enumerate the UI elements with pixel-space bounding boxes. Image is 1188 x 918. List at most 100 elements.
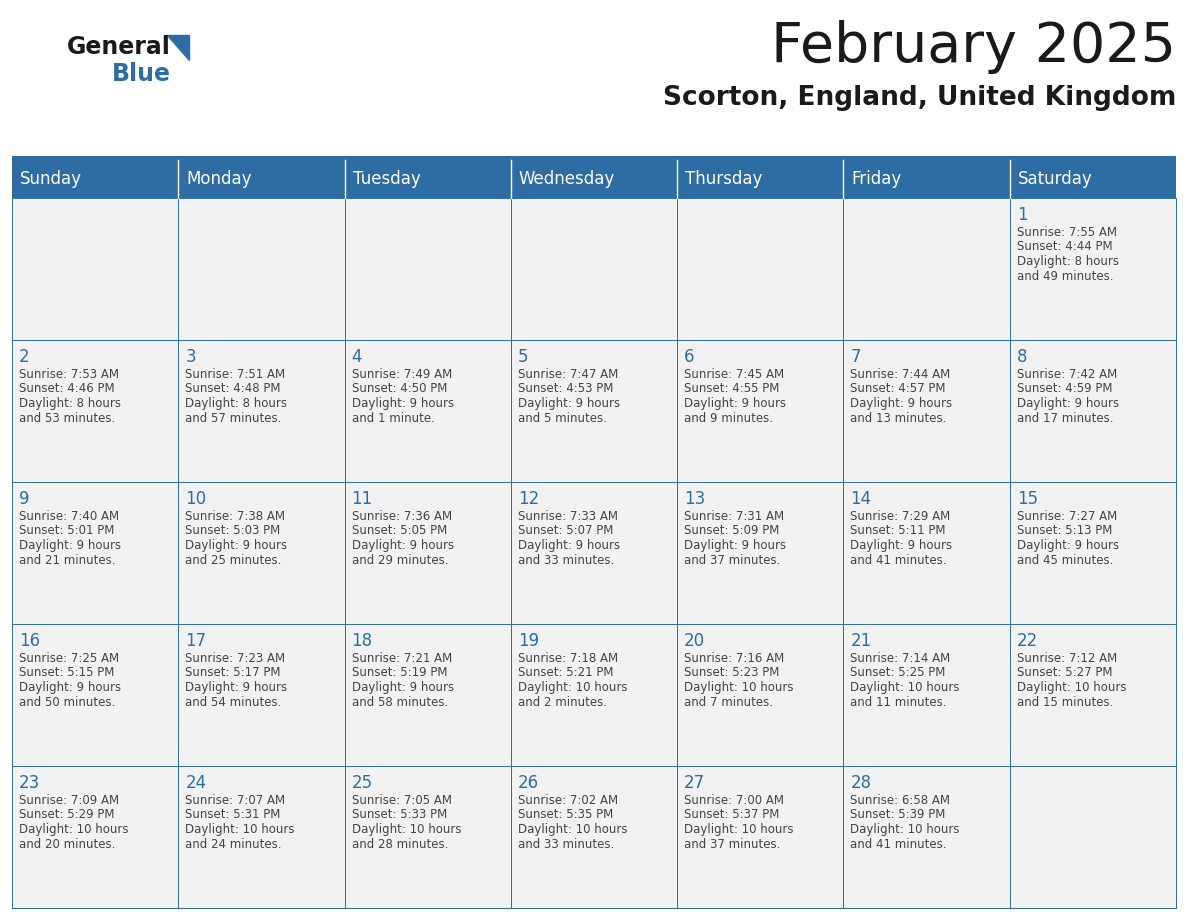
Text: Daylight: 9 hours: Daylight: 9 hours (352, 539, 454, 552)
Bar (677, 624, 843, 766)
Text: and 15 minutes.: and 15 minutes. (1017, 696, 1113, 709)
Text: Sunrise: 7:27 AM: Sunrise: 7:27 AM (1017, 510, 1117, 523)
Text: and 33 minutes.: and 33 minutes. (518, 554, 614, 566)
Text: Sunset: 4:48 PM: Sunset: 4:48 PM (185, 383, 280, 396)
Text: 23: 23 (19, 774, 40, 792)
Text: Daylight: 9 hours: Daylight: 9 hours (1017, 397, 1119, 410)
Bar (511, 624, 677, 766)
Bar (1010, 340, 1176, 482)
Text: Sunset: 5:01 PM: Sunset: 5:01 PM (19, 524, 114, 538)
Bar (843, 482, 1010, 624)
Text: 15: 15 (1017, 490, 1038, 508)
Text: Friday: Friday (852, 170, 902, 188)
Text: and 37 minutes.: and 37 minutes. (684, 837, 781, 850)
Text: General: General (67, 35, 171, 59)
Text: 24: 24 (185, 774, 207, 792)
Bar (345, 198, 511, 340)
Text: Daylight: 9 hours: Daylight: 9 hours (851, 539, 953, 552)
Bar (511, 198, 677, 340)
Text: Sunrise: 6:58 AM: Sunrise: 6:58 AM (851, 794, 950, 807)
Text: Sunrise: 7:16 AM: Sunrise: 7:16 AM (684, 652, 784, 665)
Text: 11: 11 (352, 490, 373, 508)
Text: and 21 minutes.: and 21 minutes. (19, 554, 115, 566)
Text: 9: 9 (19, 490, 30, 508)
Text: Sunrise: 7:12 AM: Sunrise: 7:12 AM (1017, 652, 1117, 665)
Text: Scorton, England, United Kingdom: Scorton, England, United Kingdom (663, 85, 1176, 111)
Text: Sunrise: 7:45 AM: Sunrise: 7:45 AM (684, 368, 784, 381)
Text: and 24 minutes.: and 24 minutes. (185, 837, 282, 850)
Text: Daylight: 10 hours: Daylight: 10 hours (851, 823, 960, 836)
Text: 18: 18 (352, 632, 373, 650)
Bar (12, 156, 1176, 160)
Text: 3: 3 (185, 348, 196, 366)
Text: Sunrise: 7:31 AM: Sunrise: 7:31 AM (684, 510, 784, 523)
Text: Sunrise: 7:02 AM: Sunrise: 7:02 AM (518, 794, 618, 807)
Text: Blue: Blue (112, 62, 171, 86)
Text: Daylight: 10 hours: Daylight: 10 hours (851, 681, 960, 694)
Text: 1: 1 (1017, 206, 1028, 224)
Text: Sunrise: 7:49 AM: Sunrise: 7:49 AM (352, 368, 451, 381)
Text: Sunrise: 7:21 AM: Sunrise: 7:21 AM (352, 652, 451, 665)
Bar (511, 160, 677, 198)
Text: Daylight: 10 hours: Daylight: 10 hours (352, 823, 461, 836)
Text: Monday: Monday (187, 170, 252, 188)
Text: Sunrise: 7:40 AM: Sunrise: 7:40 AM (19, 510, 119, 523)
Text: Daylight: 9 hours: Daylight: 9 hours (185, 539, 287, 552)
Bar (1010, 766, 1176, 908)
Text: and 13 minutes.: and 13 minutes. (851, 411, 947, 424)
Text: 5: 5 (518, 348, 529, 366)
Text: Sunset: 4:53 PM: Sunset: 4:53 PM (518, 383, 613, 396)
Bar (12, 198, 178, 340)
Text: 6: 6 (684, 348, 695, 366)
Text: Sunset: 4:57 PM: Sunset: 4:57 PM (851, 383, 946, 396)
Text: Sunrise: 7:42 AM: Sunrise: 7:42 AM (1017, 368, 1117, 381)
Text: Daylight: 10 hours: Daylight: 10 hours (518, 681, 627, 694)
Text: 20: 20 (684, 632, 706, 650)
Bar (345, 340, 511, 482)
Text: Sunset: 4:59 PM: Sunset: 4:59 PM (1017, 383, 1112, 396)
Text: Daylight: 9 hours: Daylight: 9 hours (684, 397, 786, 410)
Text: Sunset: 5:23 PM: Sunset: 5:23 PM (684, 666, 779, 679)
Text: Sunset: 5:13 PM: Sunset: 5:13 PM (1017, 524, 1112, 538)
Text: Sunset: 5:19 PM: Sunset: 5:19 PM (352, 666, 447, 679)
Text: Sunrise: 7:51 AM: Sunrise: 7:51 AM (185, 368, 285, 381)
Bar (12, 160, 178, 198)
Text: Daylight: 9 hours: Daylight: 9 hours (851, 397, 953, 410)
Text: Sunset: 5:17 PM: Sunset: 5:17 PM (185, 666, 280, 679)
Text: 19: 19 (518, 632, 539, 650)
Text: Sunrise: 7:23 AM: Sunrise: 7:23 AM (185, 652, 285, 665)
Bar (677, 340, 843, 482)
Bar (345, 766, 511, 908)
Text: Sunday: Sunday (20, 170, 82, 188)
Text: Daylight: 10 hours: Daylight: 10 hours (19, 823, 128, 836)
Text: and 54 minutes.: and 54 minutes. (185, 696, 282, 709)
Text: and 37 minutes.: and 37 minutes. (684, 554, 781, 566)
Text: and 1 minute.: and 1 minute. (352, 411, 435, 424)
Text: Daylight: 8 hours: Daylight: 8 hours (19, 397, 121, 410)
Text: Daylight: 8 hours: Daylight: 8 hours (185, 397, 287, 410)
Text: and 50 minutes.: and 50 minutes. (19, 696, 115, 709)
Text: 13: 13 (684, 490, 706, 508)
Text: Sunset: 5:09 PM: Sunset: 5:09 PM (684, 524, 779, 538)
Text: Sunrise: 7:38 AM: Sunrise: 7:38 AM (185, 510, 285, 523)
Text: Daylight: 9 hours: Daylight: 9 hours (19, 681, 121, 694)
Text: Sunset: 5:05 PM: Sunset: 5:05 PM (352, 524, 447, 538)
Text: Sunrise: 7:55 AM: Sunrise: 7:55 AM (1017, 226, 1117, 239)
Text: Sunset: 4:50 PM: Sunset: 4:50 PM (352, 383, 447, 396)
Text: Sunrise: 7:44 AM: Sunrise: 7:44 AM (851, 368, 950, 381)
Text: Sunset: 5:39 PM: Sunset: 5:39 PM (851, 809, 946, 822)
Text: 16: 16 (19, 632, 40, 650)
Bar (345, 482, 511, 624)
Text: 7: 7 (851, 348, 861, 366)
Text: and 9 minutes.: and 9 minutes. (684, 411, 773, 424)
Text: 21: 21 (851, 632, 872, 650)
Text: 22: 22 (1017, 632, 1038, 650)
Text: and 33 minutes.: and 33 minutes. (518, 837, 614, 850)
Bar (843, 340, 1010, 482)
Text: Daylight: 9 hours: Daylight: 9 hours (1017, 539, 1119, 552)
Text: Sunset: 5:07 PM: Sunset: 5:07 PM (518, 524, 613, 538)
Text: Sunrise: 7:53 AM: Sunrise: 7:53 AM (19, 368, 119, 381)
Bar (677, 198, 843, 340)
Text: and 57 minutes.: and 57 minutes. (185, 411, 282, 424)
Text: 12: 12 (518, 490, 539, 508)
